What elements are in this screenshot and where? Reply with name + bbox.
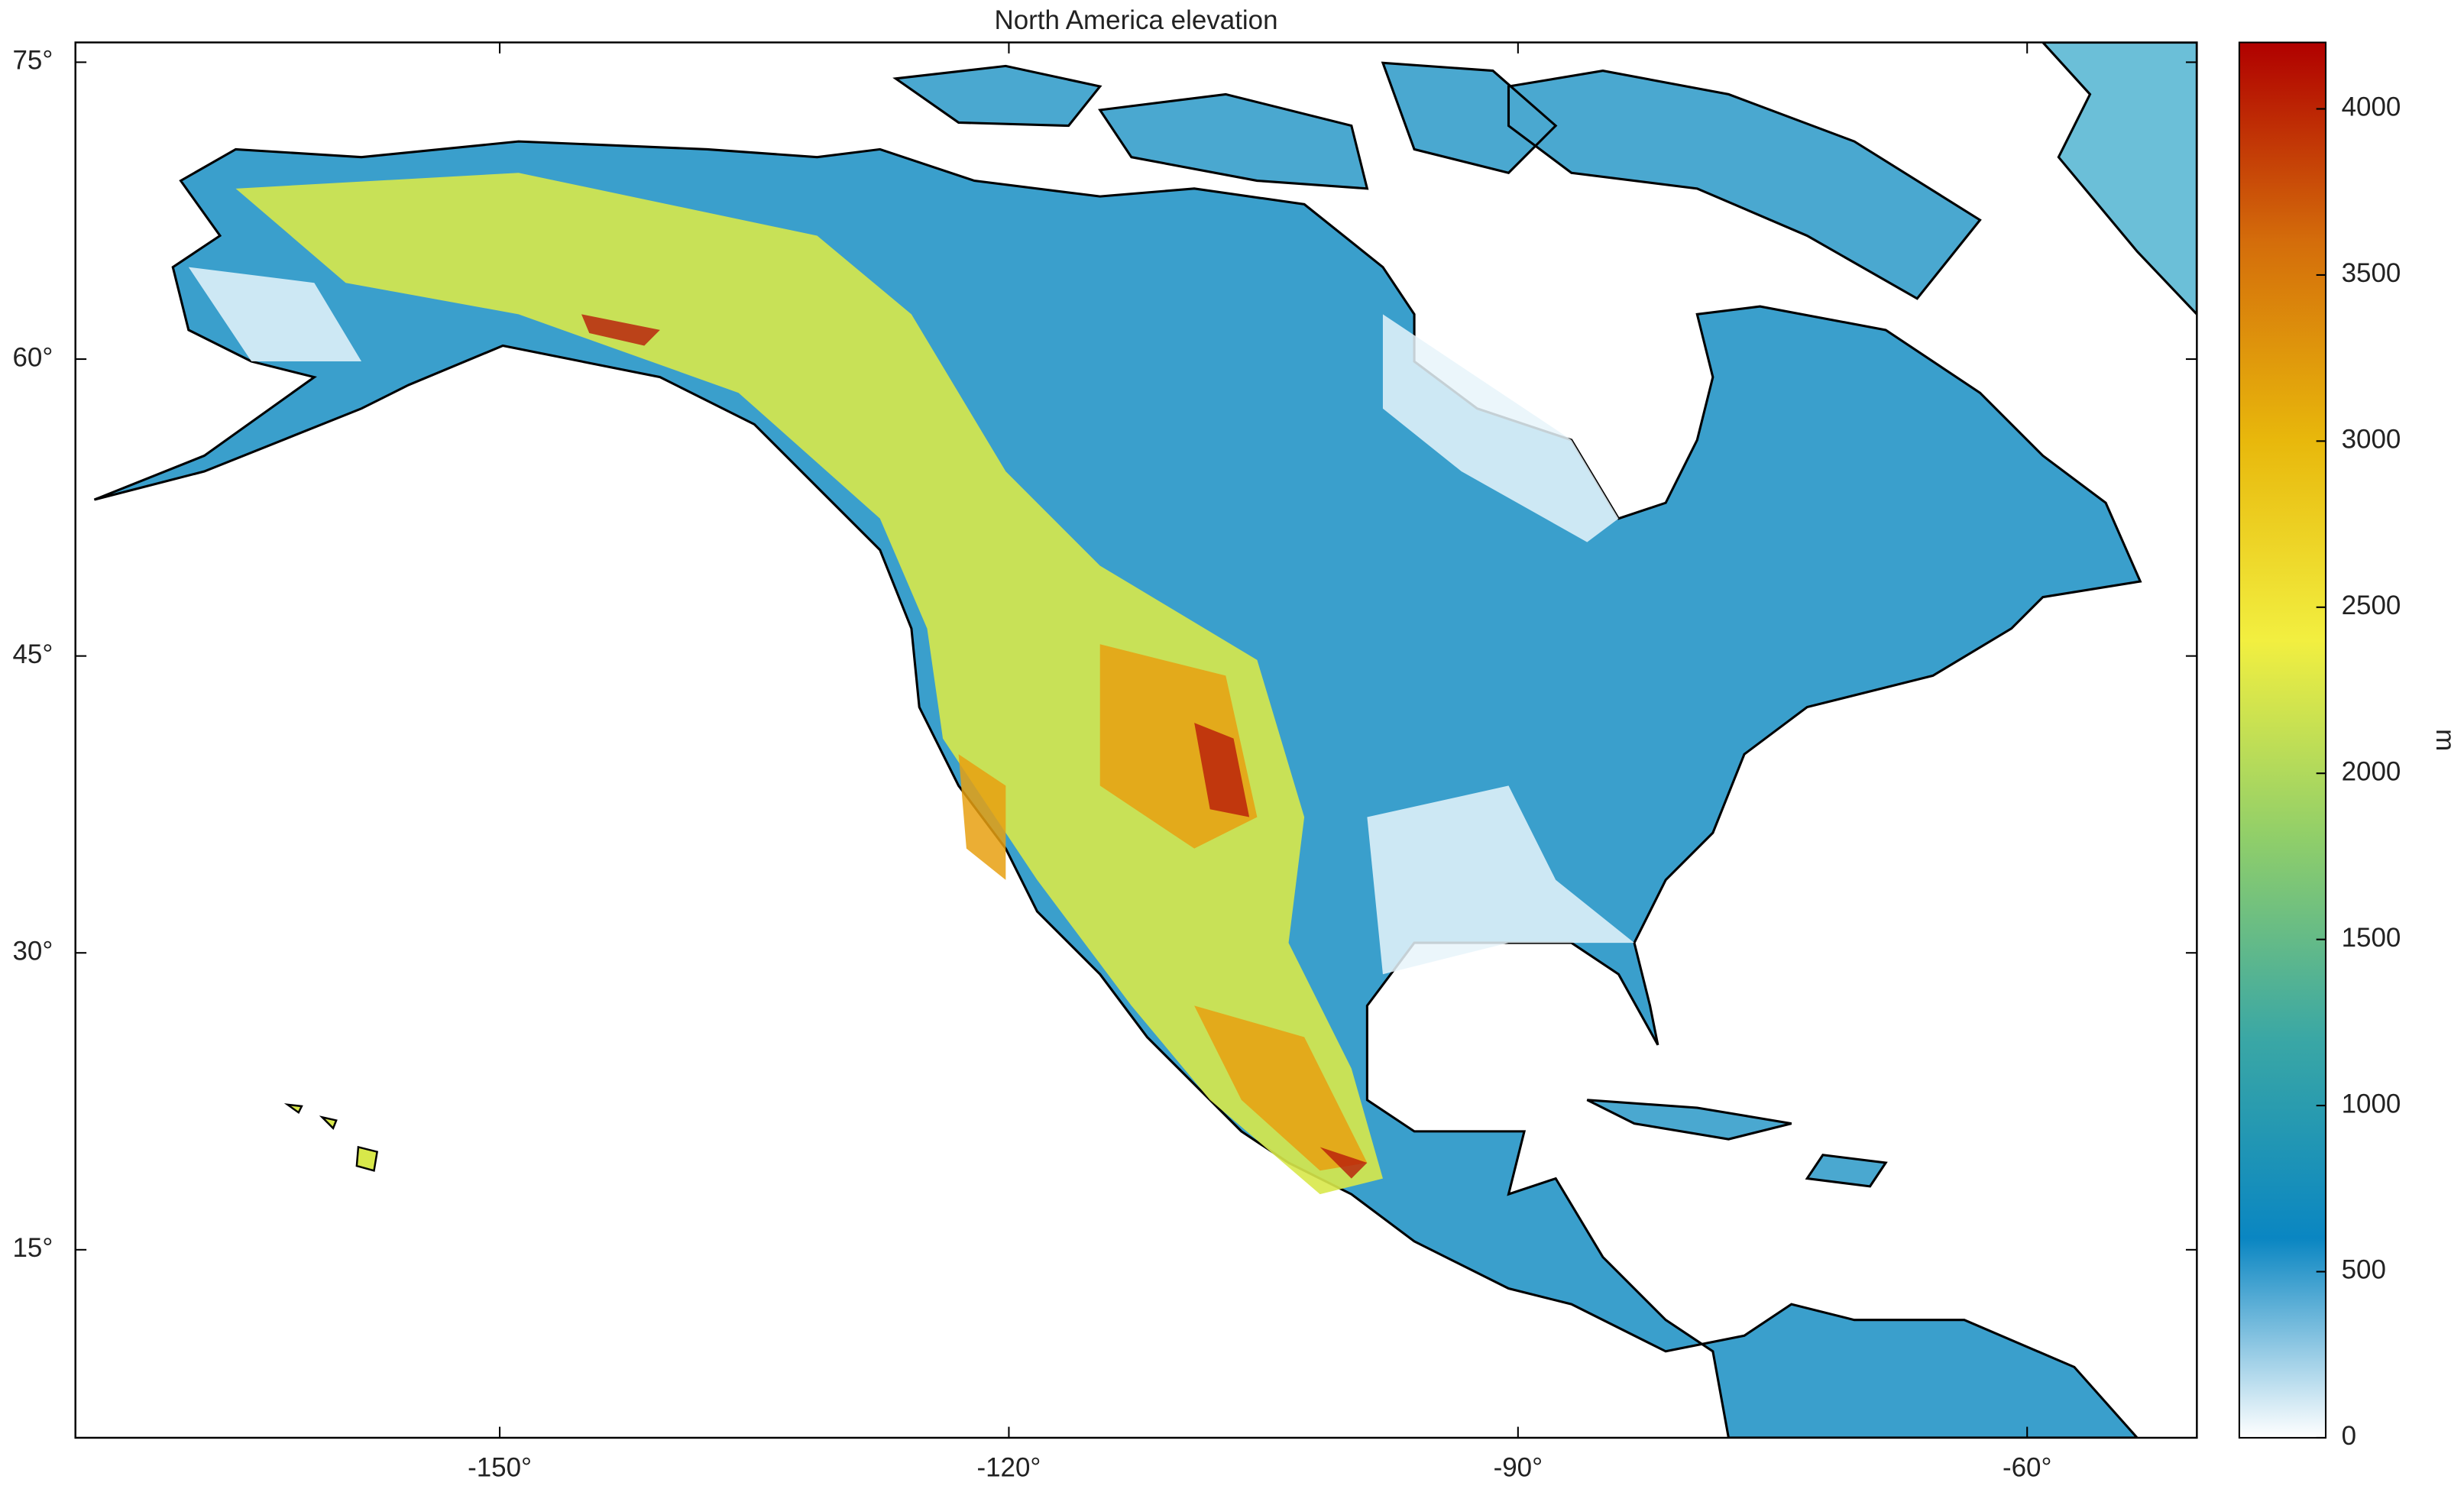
colorbar-tick-label: 0 [2342, 1421, 2356, 1451]
colorbar-tick-label: 3500 [2342, 258, 2401, 288]
colorbar-tick-label: 2000 [2342, 756, 2401, 786]
colorbar-tick-label: 4000 [2342, 92, 2401, 122]
y-tick-label: 45° [12, 639, 53, 669]
colorbar-tick-label: 1500 [2342, 923, 2401, 953]
colorbar-label: m [2430, 729, 2460, 751]
colorbar [2238, 41, 2327, 1439]
colorbar-tick-label: 1000 [2342, 1089, 2401, 1118]
y-tick-label: 15° [12, 1233, 53, 1263]
axes-frame [74, 41, 2198, 1439]
x-tick-label: -150° [468, 1452, 532, 1482]
lowland [188, 267, 1635, 975]
colorbar-tick-label: 2500 [2342, 591, 2401, 620]
summits [581, 314, 1368, 1179]
colorbar-tick-label: 500 [2342, 1255, 2386, 1285]
chart-title: North America elevation [994, 5, 1277, 35]
island [2041, 42, 2197, 316]
x-tick-label: -120° [976, 1452, 1041, 1482]
y-tick-label: 75° [12, 46, 53, 76]
colorbar-tick-label: 3000 [2342, 425, 2401, 455]
peaks [958, 644, 1368, 1171]
island [892, 61, 1982, 1188]
x-tick-label: -60° [2003, 1452, 2052, 1482]
highland [235, 173, 1383, 1195]
island [283, 1103, 379, 1172]
y-tick-label: 60° [12, 342, 53, 372]
x-tick-label: -90° [1494, 1452, 1543, 1482]
y-tick-label: 30° [12, 936, 53, 966]
map-land [93, 42, 2197, 1438]
